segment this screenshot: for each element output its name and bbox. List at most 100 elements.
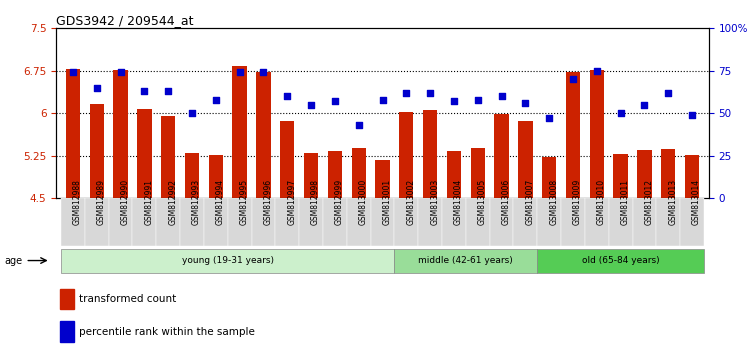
Text: GSM812988: GSM812988 — [73, 179, 82, 225]
Text: GSM813005: GSM813005 — [478, 179, 487, 225]
Text: GSM813008: GSM813008 — [549, 179, 558, 225]
Bar — [518, 121, 532, 198]
Bar — [161, 115, 176, 198]
Bar — [638, 150, 652, 198]
Bar — [66, 69, 80, 198]
Bar — [133, 198, 156, 246]
Bar — [328, 151, 342, 198]
Point — [400, 90, 412, 96]
Bar — [232, 66, 247, 198]
Text: GSM813011: GSM813011 — [621, 179, 630, 225]
Text: GSM813009: GSM813009 — [573, 179, 582, 225]
Bar — [85, 198, 109, 246]
Point — [472, 97, 484, 103]
Point — [162, 88, 174, 94]
Bar — [542, 158, 556, 198]
Bar — [614, 154, 628, 198]
Bar — [89, 104, 104, 198]
Bar — [394, 249, 537, 273]
Bar — [466, 198, 490, 246]
Bar — [399, 112, 413, 198]
Text: GSM812992: GSM812992 — [168, 179, 177, 225]
Bar — [304, 154, 318, 198]
Bar — [442, 198, 466, 246]
Bar — [656, 198, 680, 246]
Text: GSM812998: GSM812998 — [311, 179, 320, 225]
Bar — [156, 198, 180, 246]
Bar — [370, 198, 394, 246]
Text: GSM813002: GSM813002 — [406, 179, 416, 225]
Point — [115, 70, 127, 75]
Point — [138, 88, 150, 94]
Bar — [137, 109, 152, 198]
Bar — [375, 160, 390, 198]
Point — [328, 98, 340, 104]
Bar — [299, 198, 323, 246]
Bar — [537, 249, 704, 273]
Text: GSM812989: GSM812989 — [97, 179, 106, 225]
Bar — [590, 70, 604, 198]
Point — [615, 110, 627, 116]
Bar — [352, 148, 366, 198]
Text: GSM813012: GSM813012 — [644, 179, 653, 225]
Point — [257, 70, 269, 75]
Bar — [275, 198, 299, 246]
Bar — [346, 198, 370, 246]
Text: GSM812994: GSM812994 — [216, 179, 225, 225]
Text: GSM813003: GSM813003 — [430, 179, 439, 225]
Bar — [209, 155, 223, 198]
Bar — [423, 110, 437, 198]
Point — [686, 112, 698, 118]
Text: GSM813010: GSM813010 — [597, 179, 606, 225]
Text: GSM812995: GSM812995 — [239, 179, 248, 225]
Point — [281, 93, 293, 99]
Bar — [561, 198, 585, 246]
Point — [186, 110, 198, 116]
Bar — [323, 198, 346, 246]
Bar — [61, 249, 394, 273]
Bar — [280, 121, 295, 198]
Bar — [685, 155, 699, 198]
Bar — [470, 148, 485, 198]
Bar — [566, 72, 580, 198]
Text: transformed count: transformed count — [79, 294, 176, 304]
Point — [352, 122, 364, 128]
Bar — [447, 151, 461, 198]
Bar — [394, 198, 418, 246]
Point — [305, 102, 317, 108]
Bar — [537, 198, 561, 246]
Text: GSM813006: GSM813006 — [502, 179, 511, 225]
Bar — [204, 198, 228, 246]
Bar — [609, 198, 632, 246]
Text: percentile rank within the sample: percentile rank within the sample — [79, 327, 255, 337]
Text: age: age — [4, 256, 22, 266]
Bar — [184, 153, 200, 198]
Point — [496, 93, 508, 99]
Bar — [490, 198, 514, 246]
Text: middle (42-61 years): middle (42-61 years) — [419, 256, 513, 265]
Bar — [585, 198, 609, 246]
Point — [448, 98, 460, 104]
Point — [91, 85, 103, 91]
Text: GSM813004: GSM813004 — [454, 179, 463, 225]
Bar — [59, 289, 74, 309]
Point — [233, 70, 245, 75]
Point — [638, 102, 650, 108]
Text: GSM812999: GSM812999 — [334, 179, 344, 225]
Bar — [256, 72, 271, 198]
Text: GSM813014: GSM813014 — [692, 179, 701, 225]
Bar — [228, 198, 251, 246]
Text: GDS3942 / 209544_at: GDS3942 / 209544_at — [56, 14, 194, 27]
Bar — [61, 198, 85, 246]
Text: GSM813001: GSM813001 — [382, 179, 392, 225]
Text: GSM812997: GSM812997 — [287, 179, 296, 225]
Point — [543, 115, 555, 121]
Bar — [113, 70, 128, 198]
Bar — [109, 198, 133, 246]
Point — [567, 76, 579, 82]
Point — [376, 97, 388, 103]
Bar — [59, 321, 74, 342]
Bar — [514, 198, 537, 246]
Point — [210, 97, 222, 103]
Text: old (65-84 years): old (65-84 years) — [582, 256, 659, 265]
